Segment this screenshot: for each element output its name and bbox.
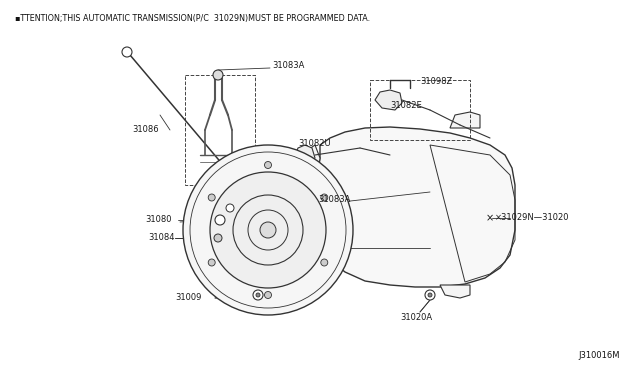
Text: J310016M: J310016M	[579, 350, 620, 359]
Text: 31083A: 31083A	[318, 196, 350, 205]
Polygon shape	[375, 90, 402, 110]
Text: ×: ×	[486, 213, 494, 223]
Circle shape	[208, 194, 215, 201]
Circle shape	[122, 47, 132, 57]
Text: 31086: 31086	[132, 125, 159, 135]
Circle shape	[213, 70, 223, 80]
Circle shape	[253, 290, 263, 300]
Text: 31098Z: 31098Z	[420, 77, 452, 87]
Polygon shape	[285, 145, 320, 270]
Circle shape	[183, 145, 353, 315]
Text: ×31029N—31020: ×31029N—31020	[495, 214, 570, 222]
Text: 31082U: 31082U	[298, 138, 331, 148]
Polygon shape	[295, 145, 315, 165]
Circle shape	[425, 290, 435, 300]
Polygon shape	[450, 112, 480, 128]
Text: ▪TTENTION;THIS AUTOMATIC TRANSMISSION(P/C  31029N)MUST BE PROGRAMMED DATA.: ▪TTENTION;THIS AUTOMATIC TRANSMISSION(P/…	[15, 13, 370, 22]
Circle shape	[260, 222, 276, 238]
Circle shape	[208, 259, 215, 266]
Text: 31084: 31084	[148, 234, 175, 243]
Text: 31080: 31080	[145, 215, 172, 224]
Circle shape	[226, 204, 234, 212]
Circle shape	[215, 215, 225, 225]
Circle shape	[264, 161, 271, 169]
Polygon shape	[315, 127, 515, 287]
Circle shape	[214, 234, 222, 242]
Circle shape	[264, 292, 271, 298]
Circle shape	[256, 293, 260, 297]
Polygon shape	[440, 285, 470, 298]
Text: 31020A: 31020A	[400, 314, 432, 323]
Circle shape	[321, 259, 328, 266]
Text: 31009: 31009	[175, 294, 202, 302]
Circle shape	[321, 194, 328, 201]
Text: 31082E: 31082E	[390, 100, 422, 109]
Text: 31083A: 31083A	[272, 61, 305, 70]
Circle shape	[210, 172, 326, 288]
Circle shape	[428, 293, 432, 297]
